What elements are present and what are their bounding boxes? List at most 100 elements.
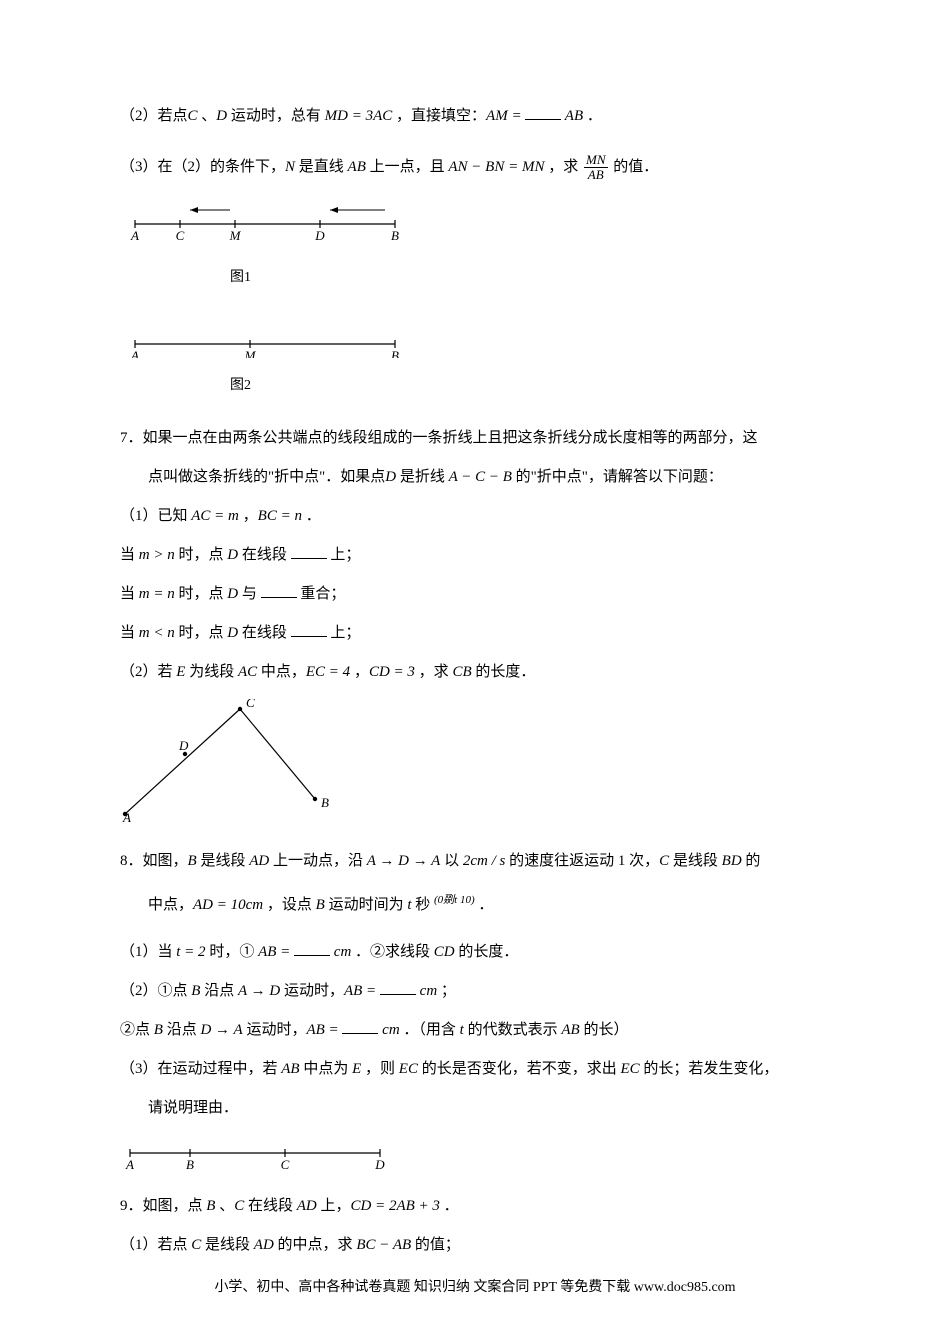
svg-text:A: A: [122, 810, 131, 824]
q8-sub3b: 请说明理由．: [120, 1092, 830, 1125]
svg-text:D: D: [314, 228, 325, 243]
text: 请说明理由．: [148, 1100, 238, 1116]
expr: A − C − B: [449, 469, 512, 485]
text: 的值；: [411, 1237, 460, 1253]
var-ad: AD: [297, 1198, 317, 1214]
var-b: B: [154, 1022, 163, 1038]
text: ，: [239, 508, 258, 524]
text: 上；: [327, 625, 361, 641]
q8-sub3: （3）在运动过程中，若 AB 中点为 E ，则 EC 的长是否变化，若不变，求出…: [120, 1053, 830, 1086]
svg-text:D: D: [374, 1157, 385, 1169]
var-cb: CB: [452, 664, 471, 680]
q7-line2: 点叫做这条折线的"折中点"．如果点D 是折线 A − C − B 的"折中点"，…: [120, 461, 830, 494]
var-n: N: [285, 159, 295, 175]
expr: MD = 3AC: [325, 108, 393, 124]
blank[interactable]: [261, 583, 297, 598]
text: 运动时，: [280, 983, 344, 999]
text: 当: [120, 586, 139, 602]
text: 、: [198, 108, 217, 124]
text: ，求: [544, 159, 582, 175]
text: ．: [440, 1198, 459, 1214]
expr: 2cm / s: [463, 853, 506, 869]
q7-case2: 当 m = n 时，点 D 与 重合；: [120, 578, 830, 611]
blank[interactable]: [342, 1019, 378, 1034]
svg-text:B: B: [186, 1157, 194, 1169]
figure-2: AMB 图2: [120, 318, 830, 402]
frac-den: AB: [584, 168, 608, 182]
text: 为线段: [185, 664, 238, 680]
q7-case3: 当 m < n 时，点 D 在线段 上；: [120, 617, 830, 650]
svg-text:A: A: [130, 348, 139, 358]
fig2-caption: 图2: [120, 371, 830, 402]
var-c: C: [191, 1237, 201, 1253]
figure-1: ACMDB 图1: [120, 194, 830, 294]
expr: AN − BN = MN: [448, 159, 544, 175]
text: 沿点: [163, 1022, 201, 1038]
text: 上一点，且: [366, 159, 449, 175]
text: （3）在（2）的条件下，: [120, 159, 285, 175]
var-d: D: [385, 469, 396, 485]
text: 的长度．: [472, 664, 536, 680]
blank[interactable]: [291, 622, 327, 637]
svg-text:C: C: [176, 228, 185, 243]
var-d: D: [227, 547, 238, 563]
expr: D → A: [200, 1022, 242, 1038]
text: 在线段: [238, 547, 291, 563]
var-ad: AD: [249, 853, 269, 869]
text: ；: [437, 983, 456, 999]
svg-text:A: A: [130, 228, 139, 243]
blank[interactable]: [291, 544, 327, 559]
text: 的"折中点"，请解答以下问题：: [512, 469, 723, 485]
page-footer: 小学、初中、高中各种试卷真题 知识归纳 文案合同 PPT 等免费下载 www.d…: [0, 1273, 950, 1304]
text: 运动时，总有: [227, 108, 325, 124]
text: 运动时间为: [325, 897, 408, 913]
expr: m = n: [139, 586, 175, 602]
text: 的长；若发生变化，: [640, 1061, 779, 1077]
expr: CD = 3: [369, 664, 415, 680]
unit: cm: [378, 1022, 399, 1038]
expr: m > n: [139, 547, 175, 563]
text: ，求: [415, 664, 453, 680]
expr: BC − AB: [356, 1237, 411, 1253]
text: 的中点，求: [274, 1237, 357, 1253]
text: 是线段: [669, 853, 722, 869]
blank[interactable]: [380, 980, 416, 995]
q8-line2: 中点，AD = 10cm ，设点 B 运动时间为 t 秒 (0剟t 10) ．: [120, 888, 830, 922]
expr: m < n: [139, 625, 175, 641]
q2-line: （2）若点C 、D 运动时，总有 MD = 3AC ，直接填空：AM = AB …: [120, 100, 830, 133]
q9-line1: 9．如图，点 B 、C 在线段 AD 上，CD = 2AB + 3 ．: [120, 1190, 830, 1223]
text: 运动时，: [243, 1022, 307, 1038]
text: ，则: [361, 1061, 399, 1077]
text: 的长）: [580, 1022, 629, 1038]
text: 在线段: [238, 625, 291, 641]
q7-case1: 当 m > n 时，点 D 在线段 上；: [120, 539, 830, 572]
svg-text:M: M: [229, 228, 242, 243]
text: （2）若点: [120, 108, 188, 124]
var-ad: AD: [254, 1237, 274, 1253]
var-ec: EC: [620, 1061, 639, 1077]
text: 中点为: [300, 1061, 353, 1077]
q9-sub1: （1）若点 C 是线段 AD 的中点，求 BC − AB 的值；: [120, 1229, 830, 1262]
text: （3）在运动过程中，若: [120, 1061, 281, 1077]
text: 的值．: [610, 159, 659, 175]
q8-sub1: （1）当 t = 2 时，① AB = cm ．②求线段 CD 的长度．: [120, 936, 830, 969]
text: 上；: [327, 547, 361, 563]
unit: cm: [330, 944, 351, 960]
text: 的: [742, 853, 761, 869]
expr: EC = 4: [306, 664, 350, 680]
svg-text:C: C: [281, 1157, 290, 1169]
text: 9．如图，点: [120, 1198, 206, 1214]
fig3-svg: ADCB: [120, 699, 330, 824]
text: ．: [475, 897, 494, 913]
blank[interactable]: [294, 941, 330, 956]
q7-line1: 7．如果一点在由两条公共端点的线段组成的一条折线上且把这条折线分成长度相等的两部…: [120, 422, 830, 455]
text: 是线段: [197, 853, 250, 869]
text: 是折线: [396, 469, 449, 485]
q8-sub2a: （2）①点 B 沿点 A → D 运动时，AB = cm ；: [120, 975, 830, 1008]
fig1-svg: ACMDB: [120, 194, 400, 250]
var-c: C: [659, 853, 669, 869]
fig2-svg: AMB: [120, 318, 400, 358]
var-ac: AC: [238, 664, 257, 680]
blank[interactable]: [525, 105, 561, 120]
text: ，设点: [263, 897, 316, 913]
